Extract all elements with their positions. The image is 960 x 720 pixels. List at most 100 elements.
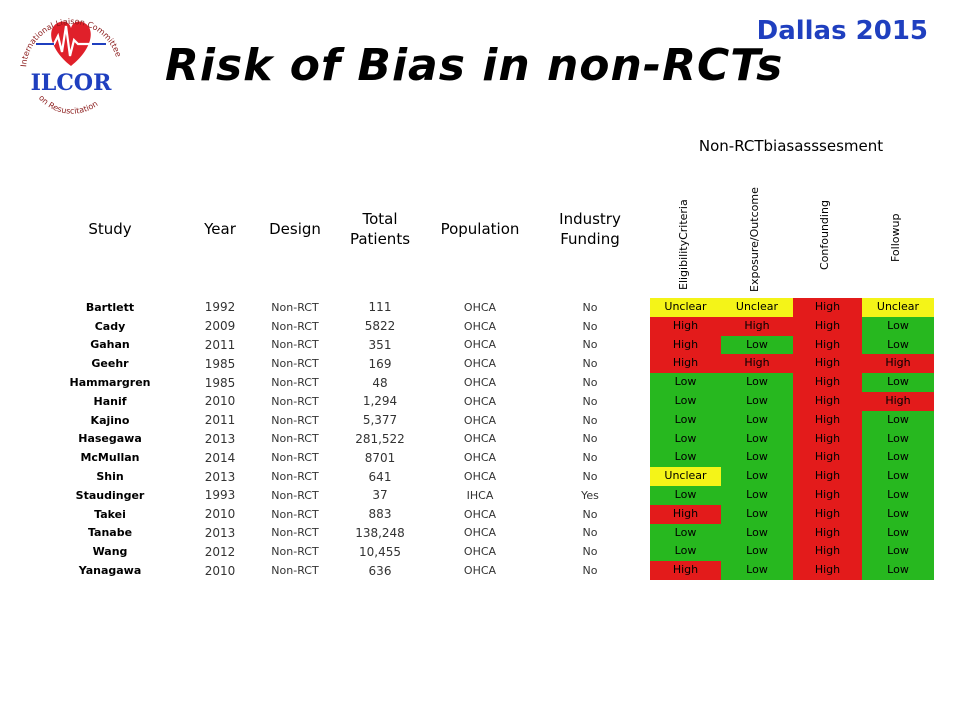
cell-year: 2010 [204, 563, 236, 578]
cell-year: 2009 [204, 319, 236, 334]
cell-design: Non-RCT [271, 394, 319, 408]
cell-population: OHCA [463, 545, 497, 559]
cell-population: OHCA [463, 432, 497, 446]
cell-total: 10,455 [359, 544, 401, 559]
risk-confounding: High [793, 523, 862, 543]
risk-follow-up: Low [862, 542, 934, 562]
header-funding-line1: Industry [559, 210, 621, 228]
risk-eligibility: Low [650, 373, 721, 392]
svg-text:on Resuscitation: on Resuscitation [37, 93, 100, 115]
cell-population: OHCA [463, 376, 497, 390]
cell-funding: No [582, 507, 598, 521]
header-funding-line2: Funding [560, 230, 620, 248]
cell-year: 1985 [204, 356, 236, 371]
cell-population: OHCA [463, 470, 497, 484]
cell-year: 1985 [204, 375, 236, 390]
cell-design: Non-RCT [271, 564, 319, 578]
header-design: Design [269, 220, 321, 238]
cell-year: 2011 [204, 337, 236, 352]
risk-follow-up: High [862, 391, 934, 411]
cell-year: 2011 [204, 413, 236, 428]
header-total-patients: Total Patients [330, 209, 430, 249]
risk-follow-up: Low [862, 467, 934, 486]
risk-confounding: High [793, 335, 862, 355]
risk-follow-up: Low [862, 316, 934, 336]
table-row: Geehr 1985 Non-RCT 169 OHCA No High High High Hig… [40, 354, 934, 374]
cell-design: Non-RCT [271, 507, 319, 521]
risk-eligibility: High [650, 504, 721, 524]
table-row: Staudinger 1993 Non-RCT 37 IHCA Yes Low Low High… [40, 485, 934, 505]
cell-design: Non-RCT [271, 526, 319, 540]
risk-follow-up: Low [862, 410, 934, 430]
header-year: Year [204, 220, 236, 238]
cell-study: Tanabe [87, 526, 133, 540]
cell-study: Geehr [91, 357, 129, 371]
cell-study: Gahan [90, 338, 130, 352]
risk-confounding: High [793, 373, 862, 392]
cell-population: OHCA [463, 338, 497, 352]
risk-eligibility: Low [650, 391, 721, 411]
risk-follow-up: Low [862, 373, 934, 392]
header-total-line2: Patients [349, 230, 411, 248]
cell-funding: No [582, 526, 598, 540]
cell-total: 5822 [364, 319, 396, 334]
cell-population: OHCA [463, 451, 497, 465]
cell-total: 641 [368, 469, 392, 484]
table-row: McMullan 2014 Non-RCT 8701 OHCA No Low Low High L… [40, 448, 934, 468]
cell-total: 111 [368, 300, 392, 315]
cell-design: Non-RCT [271, 451, 319, 465]
risk-eligibility: Low [650, 410, 721, 430]
risk-eligibility: Low [650, 448, 721, 468]
risk-exposure-outcome: Low [721, 373, 793, 392]
risk-follow-up: Low [862, 561, 934, 580]
cell-design: Non-RCT [271, 413, 319, 427]
risk-exposure-outcome: Low [721, 448, 793, 468]
logo-wordmark: ILCOR [31, 70, 112, 96]
cell-total: 1,294 [362, 394, 398, 409]
cell-design: Non-RCT [271, 300, 319, 314]
table-row: Gahan 2011 Non-RCT 351 OHCA No High Low High Low [40, 335, 934, 355]
cell-funding: No [582, 564, 598, 578]
risk-eligibility: High [650, 335, 721, 355]
cell-total: 351 [368, 337, 392, 352]
cell-population: OHCA [463, 564, 497, 578]
cell-year: 2013 [204, 469, 236, 484]
table-row: Cady 2009 Non-RCT 5822 OHCA No High High High Low [40, 316, 934, 336]
risk-exposure-outcome: Low [721, 542, 793, 562]
header-study: Study [88, 220, 132, 238]
cell-year: 2013 [204, 525, 236, 540]
cell-year: 1993 [204, 488, 236, 503]
cell-total: 8701 [364, 450, 396, 465]
table-row: Bartlett 1992 Non-RCT 111 OHCA No Unclear Uncle… [40, 298, 934, 317]
cell-total: 636 [368, 563, 392, 578]
cell-design: Non-RCT [271, 376, 319, 390]
cell-study: Wang [92, 545, 128, 559]
cell-study: Shin [96, 470, 124, 484]
globe-icon [74, 73, 92, 91]
cell-study: Takei [94, 507, 126, 521]
risk-follow-up: Low [862, 485, 934, 505]
risk-exposure-outcome: Low [721, 485, 793, 505]
risk-eligibility: Unclear [650, 467, 721, 486]
cell-population: OHCA [463, 300, 497, 314]
risk-follow-up: Low [862, 429, 934, 449]
risk-exposure-outcome: Low [721, 335, 793, 355]
header-total-line1: Total [362, 210, 398, 228]
risk-exposure-outcome: Low [721, 523, 793, 543]
header-follow-up: Followup [889, 213, 902, 262]
cell-funding: No [582, 470, 598, 484]
cell-population: OHCA [463, 507, 497, 521]
cell-study: Cady [94, 319, 126, 333]
cell-year: 1992 [204, 300, 236, 315]
risk-follow-up: Unclear [862, 298, 934, 317]
cell-design: Non-RCT [271, 470, 319, 484]
risk-eligibility: Low [650, 523, 721, 543]
risk-exposure-outcome: Low [721, 504, 793, 524]
cell-total: 281,522 [355, 431, 405, 446]
risk-confounding: High [793, 298, 862, 317]
header-industry-funding: Industry Funding [530, 209, 650, 249]
risk-exposure-outcome: High [721, 354, 793, 374]
cell-year: 2014 [204, 450, 236, 465]
table-row: Hasegawa 2013 Non-RCT 281,522 OHCA No Low Low Hi… [40, 429, 934, 449]
cell-study: Staudinger [75, 488, 145, 502]
